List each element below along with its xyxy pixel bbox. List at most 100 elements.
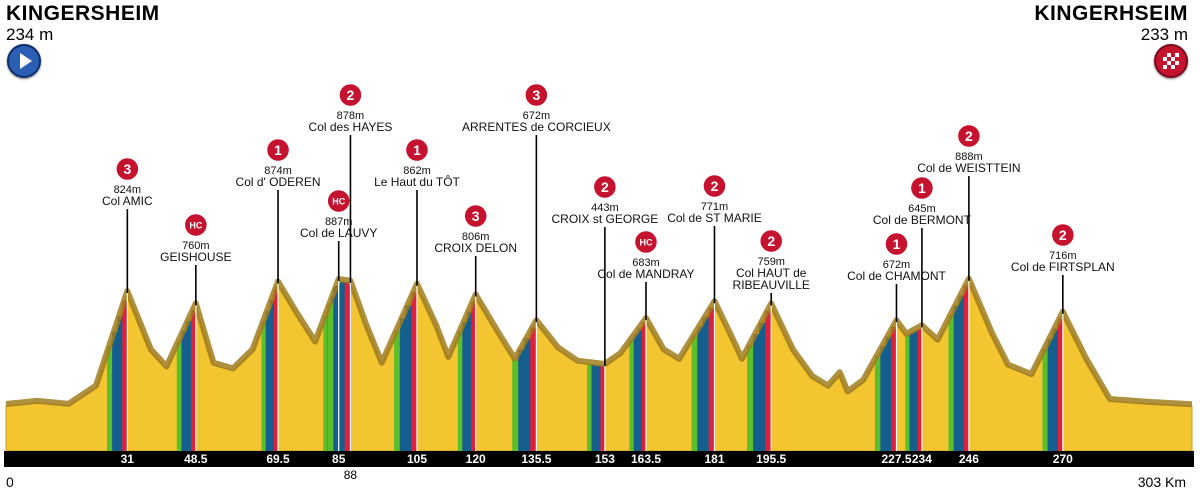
- climb-stripe: [753, 334, 760, 451]
- climb-altitude: 874m: [264, 165, 292, 177]
- distance-tick-label: 135.5: [521, 452, 551, 466]
- climb-category-badge: 1: [884, 231, 909, 257]
- climb-altitude: 862m: [403, 165, 431, 177]
- category-circle-icon: [115, 156, 140, 182]
- category-label: 2: [711, 178, 719, 194]
- start-block: KINGERSHEIM 234 m: [6, 2, 160, 44]
- climb-name: Col de CHAMONT: [847, 269, 946, 283]
- distance-axis: [4, 451, 1194, 467]
- climb-stripe: [963, 285, 970, 451]
- climb-category-badge: 2: [956, 123, 982, 149]
- climb-name: Col de MANDRAY: [597, 267, 694, 281]
- climb-category-badge: 1: [404, 137, 430, 163]
- climb-category-badge: 3: [524, 82, 549, 108]
- climb-name: Col d' ODEREN: [236, 175, 321, 189]
- climb-name: GEISHOUSE: [160, 250, 231, 264]
- climb-name: Le Haut du TÔT: [374, 174, 460, 189]
- category-label: 2: [347, 87, 355, 103]
- climb-stripe: [633, 334, 639, 451]
- climb-name: Col de BERMONT: [873, 213, 972, 227]
- climb-category-badge: 2: [1050, 222, 1076, 248]
- climb-stripe: [891, 327, 897, 451]
- category-circle-icon: [463, 203, 488, 229]
- climb-category-badge: 2: [592, 174, 618, 200]
- category-label: 2: [1059, 227, 1067, 243]
- finish-block: KINGERHSEIM 233 m: [1034, 2, 1188, 44]
- climb-stripe: [107, 346, 113, 451]
- category-circle-icon: [524, 82, 549, 108]
- start-altitude: 234 m: [6, 25, 54, 44]
- climb-stripe: [462, 321, 468, 451]
- climb-name: Col de WEISTTEIN: [917, 161, 1020, 175]
- category-circle-icon: [884, 231, 909, 257]
- climb-stripe: [323, 316, 328, 451]
- climb-altitude: 888m: [955, 151, 983, 163]
- category-circle-icon: [633, 229, 659, 255]
- climb-stripe: [176, 341, 182, 451]
- climb-name: Col HAUT de: [736, 266, 807, 280]
- climb-stripe: [591, 364, 597, 451]
- climb-stripe: [691, 336, 698, 451]
- category-label: 3: [472, 208, 480, 224]
- category-circle-icon: [404, 137, 430, 163]
- category-label: 2: [601, 179, 609, 195]
- climb-altitude: 683m: [632, 257, 660, 269]
- climb-stripe: [917, 328, 923, 451]
- climb-stripe: [765, 311, 772, 451]
- finish-altitude: 233 m: [1140, 25, 1188, 44]
- distance-tick-label: 181: [704, 452, 724, 466]
- climb-stripe: [471, 301, 477, 451]
- climb-altitude: 759m: [757, 256, 785, 268]
- climb-stripe: [466, 311, 472, 451]
- climb-stripe: [1047, 339, 1054, 451]
- distance-tick-label: 85: [332, 452, 346, 466]
- category-circle-icon: [758, 228, 784, 254]
- distance-tick-label: 88: [344, 468, 358, 482]
- climb-name: RIBEAUVILLE: [733, 278, 810, 292]
- distance-tick-label: 69.5: [266, 452, 290, 466]
- climb-stripe: [530, 327, 537, 451]
- category-label: 1: [893, 236, 901, 252]
- category-label: HC: [189, 221, 202, 231]
- climb-stripe: [339, 281, 346, 451]
- climb-stripe: [587, 364, 592, 451]
- climb-category-badge: HC: [633, 229, 659, 255]
- climb-category-badge: 2: [702, 173, 727, 199]
- climb-stripe: [1042, 349, 1048, 451]
- distance-start-label: 0: [6, 474, 14, 490]
- climb-stripe: [948, 315, 954, 451]
- climb-name: Col de ST MARIE: [667, 211, 761, 225]
- distance-tick-label: 48.5: [184, 452, 208, 466]
- climb-altitude: 887m: [325, 216, 353, 228]
- climb-category-badge: HC: [183, 212, 209, 238]
- distance-tick-label: 195.5: [756, 452, 786, 466]
- climb-stripe: [641, 322, 647, 451]
- climb-category-badge: HC: [326, 188, 351, 214]
- climb-stripe: [327, 303, 334, 451]
- climb-name: ARRENTES de CORCIEUX: [462, 120, 611, 134]
- climb-category-badge: 2: [758, 228, 784, 254]
- climb-stripe: [953, 305, 960, 451]
- climb-name: Col AMIC: [102, 194, 153, 208]
- category-circle-icon: [1050, 222, 1076, 248]
- distance-tick-label: 227.5: [881, 452, 911, 466]
- climb-stripe: [1052, 328, 1059, 451]
- climb-stripe: [512, 360, 519, 451]
- climb-name: CROIX st GEORGE: [552, 212, 659, 226]
- climb-category-badge: 3: [463, 203, 488, 229]
- climb-altitude: 878m: [337, 110, 365, 122]
- climb-stripe: [261, 322, 266, 451]
- climb-stripe: [759, 322, 766, 451]
- finish-city: KINGERHSEIM: [1034, 2, 1188, 25]
- climb-altitude: 806m: [462, 231, 490, 243]
- climb-stripe: [117, 316, 123, 451]
- distance-tick-label: 105: [407, 452, 427, 466]
- climb-altitude: 443m: [591, 202, 619, 214]
- climb-stripe: [191, 310, 197, 451]
- distance-tick-label: 163.5: [631, 452, 661, 466]
- climb-stripe: [405, 305, 412, 451]
- distance-tick-label: 270: [1053, 452, 1073, 466]
- climb-altitude: 716m: [1049, 250, 1077, 262]
- climb-category-badge: 1: [265, 137, 291, 163]
